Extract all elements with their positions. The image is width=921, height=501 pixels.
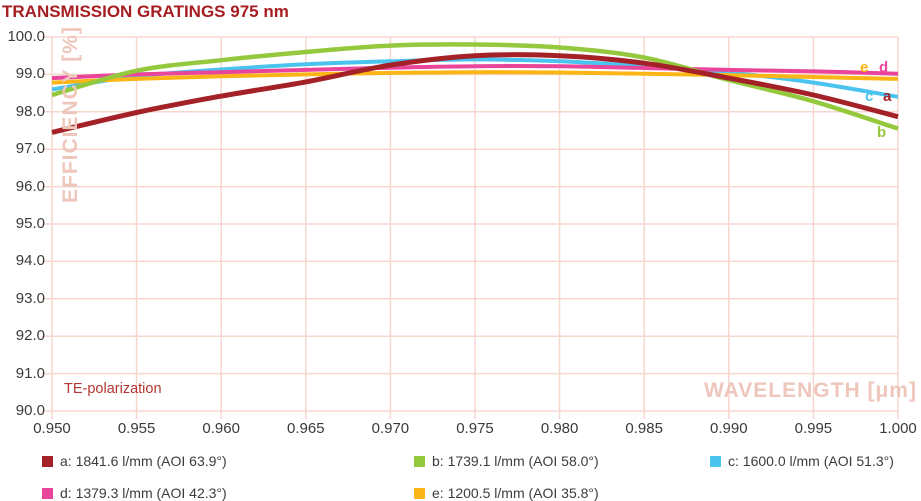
y-tick-label: 90.0 <box>15 402 45 419</box>
legend-swatch-d <box>42 487 53 499</box>
y-tick-label: 93.0 <box>15 289 45 307</box>
curve-label-a: a <box>883 88 892 105</box>
y-axis-label: EFFICIENCY [%] <box>59 26 82 203</box>
y-tick-label: 96.0 <box>15 177 45 195</box>
y-tick-label: 95.0 <box>15 215 45 232</box>
grid-lines <box>42 36 899 419</box>
curve-a <box>51 52 899 135</box>
x-axis-label: WAVELENGTH [μm] <box>704 379 917 402</box>
legend-swatch-a <box>42 455 53 467</box>
x-tick-label: 1.000 <box>879 420 917 437</box>
curve-label-c: c <box>865 88 874 105</box>
legend-item-b: b: 1739.1 l/mm (AOI 58.0°) <box>414 453 599 469</box>
x-tick-label: 0.965 <box>287 420 325 437</box>
legend-swatch-e <box>414 487 425 499</box>
x-tick-label: 0.985 <box>625 420 663 437</box>
curve-e <box>51 70 899 85</box>
x-tick-label: 0.970 <box>371 420 410 437</box>
transmission-chart <box>42 36 899 419</box>
legend-item-d: d: 1379.3 l/mm (AOI 42.3°) <box>42 485 227 501</box>
y-tick-label: 97.0 <box>15 140 45 158</box>
x-tick-label: 0.955 <box>117 420 156 437</box>
x-tick-label: 0.995 <box>794 420 833 437</box>
curve-label-b: b <box>877 124 887 141</box>
x-tick-label: 0.950 <box>33 420 71 437</box>
legend-label-c: c: 1600.0 l/mm (AOI 51.3°) <box>728 453 894 469</box>
polarization-annotation: TE-polarization <box>64 381 162 397</box>
curve-label-d: d <box>879 59 889 76</box>
y-tick-label: 100.0 <box>7 28 45 45</box>
y-tick-label: 92.0 <box>15 327 45 345</box>
legend-swatch-c <box>710 455 721 467</box>
legend-label-a: a: 1841.6 l/mm (AOI 63.9°) <box>60 453 227 469</box>
legend-label-b: b: 1739.1 l/mm (AOI 58.0°) <box>432 453 599 469</box>
x-tick-label: 0.980 <box>540 420 579 437</box>
curve-label-e: e <box>860 59 869 76</box>
y-tick-label: 99.0 <box>15 65 45 83</box>
x-tick-label: 0.990 <box>710 420 748 437</box>
efficiency-curves <box>51 42 899 135</box>
x-tick-label: 0.960 <box>202 420 240 437</box>
y-tick-label: 98.0 <box>15 102 45 120</box>
legend-item-a: a: 1841.6 l/mm (AOI 63.9°) <box>42 453 227 469</box>
legend-swatch-b <box>414 455 425 467</box>
legend-label-d: d: 1379.3 l/mm (AOI 42.3°) <box>60 485 227 501</box>
page-title: TRANSMISSION GRATINGS 975 nm <box>2 2 289 21</box>
y-tick-label: 91.0 <box>15 364 45 382</box>
x-tick-label: 0.975 <box>456 420 494 437</box>
curve-d <box>51 63 899 81</box>
legend-label-e: e: 1200.5 l/mm (AOI 35.8°) <box>432 485 599 501</box>
legend-item-e: e: 1200.5 l/mm (AOI 35.8°) <box>414 485 599 501</box>
curve-b <box>51 42 899 131</box>
y-tick-label: 94.0 <box>15 252 45 270</box>
legend-item-c: c: 1600.0 l/mm (AOI 51.3°) <box>710 453 894 469</box>
